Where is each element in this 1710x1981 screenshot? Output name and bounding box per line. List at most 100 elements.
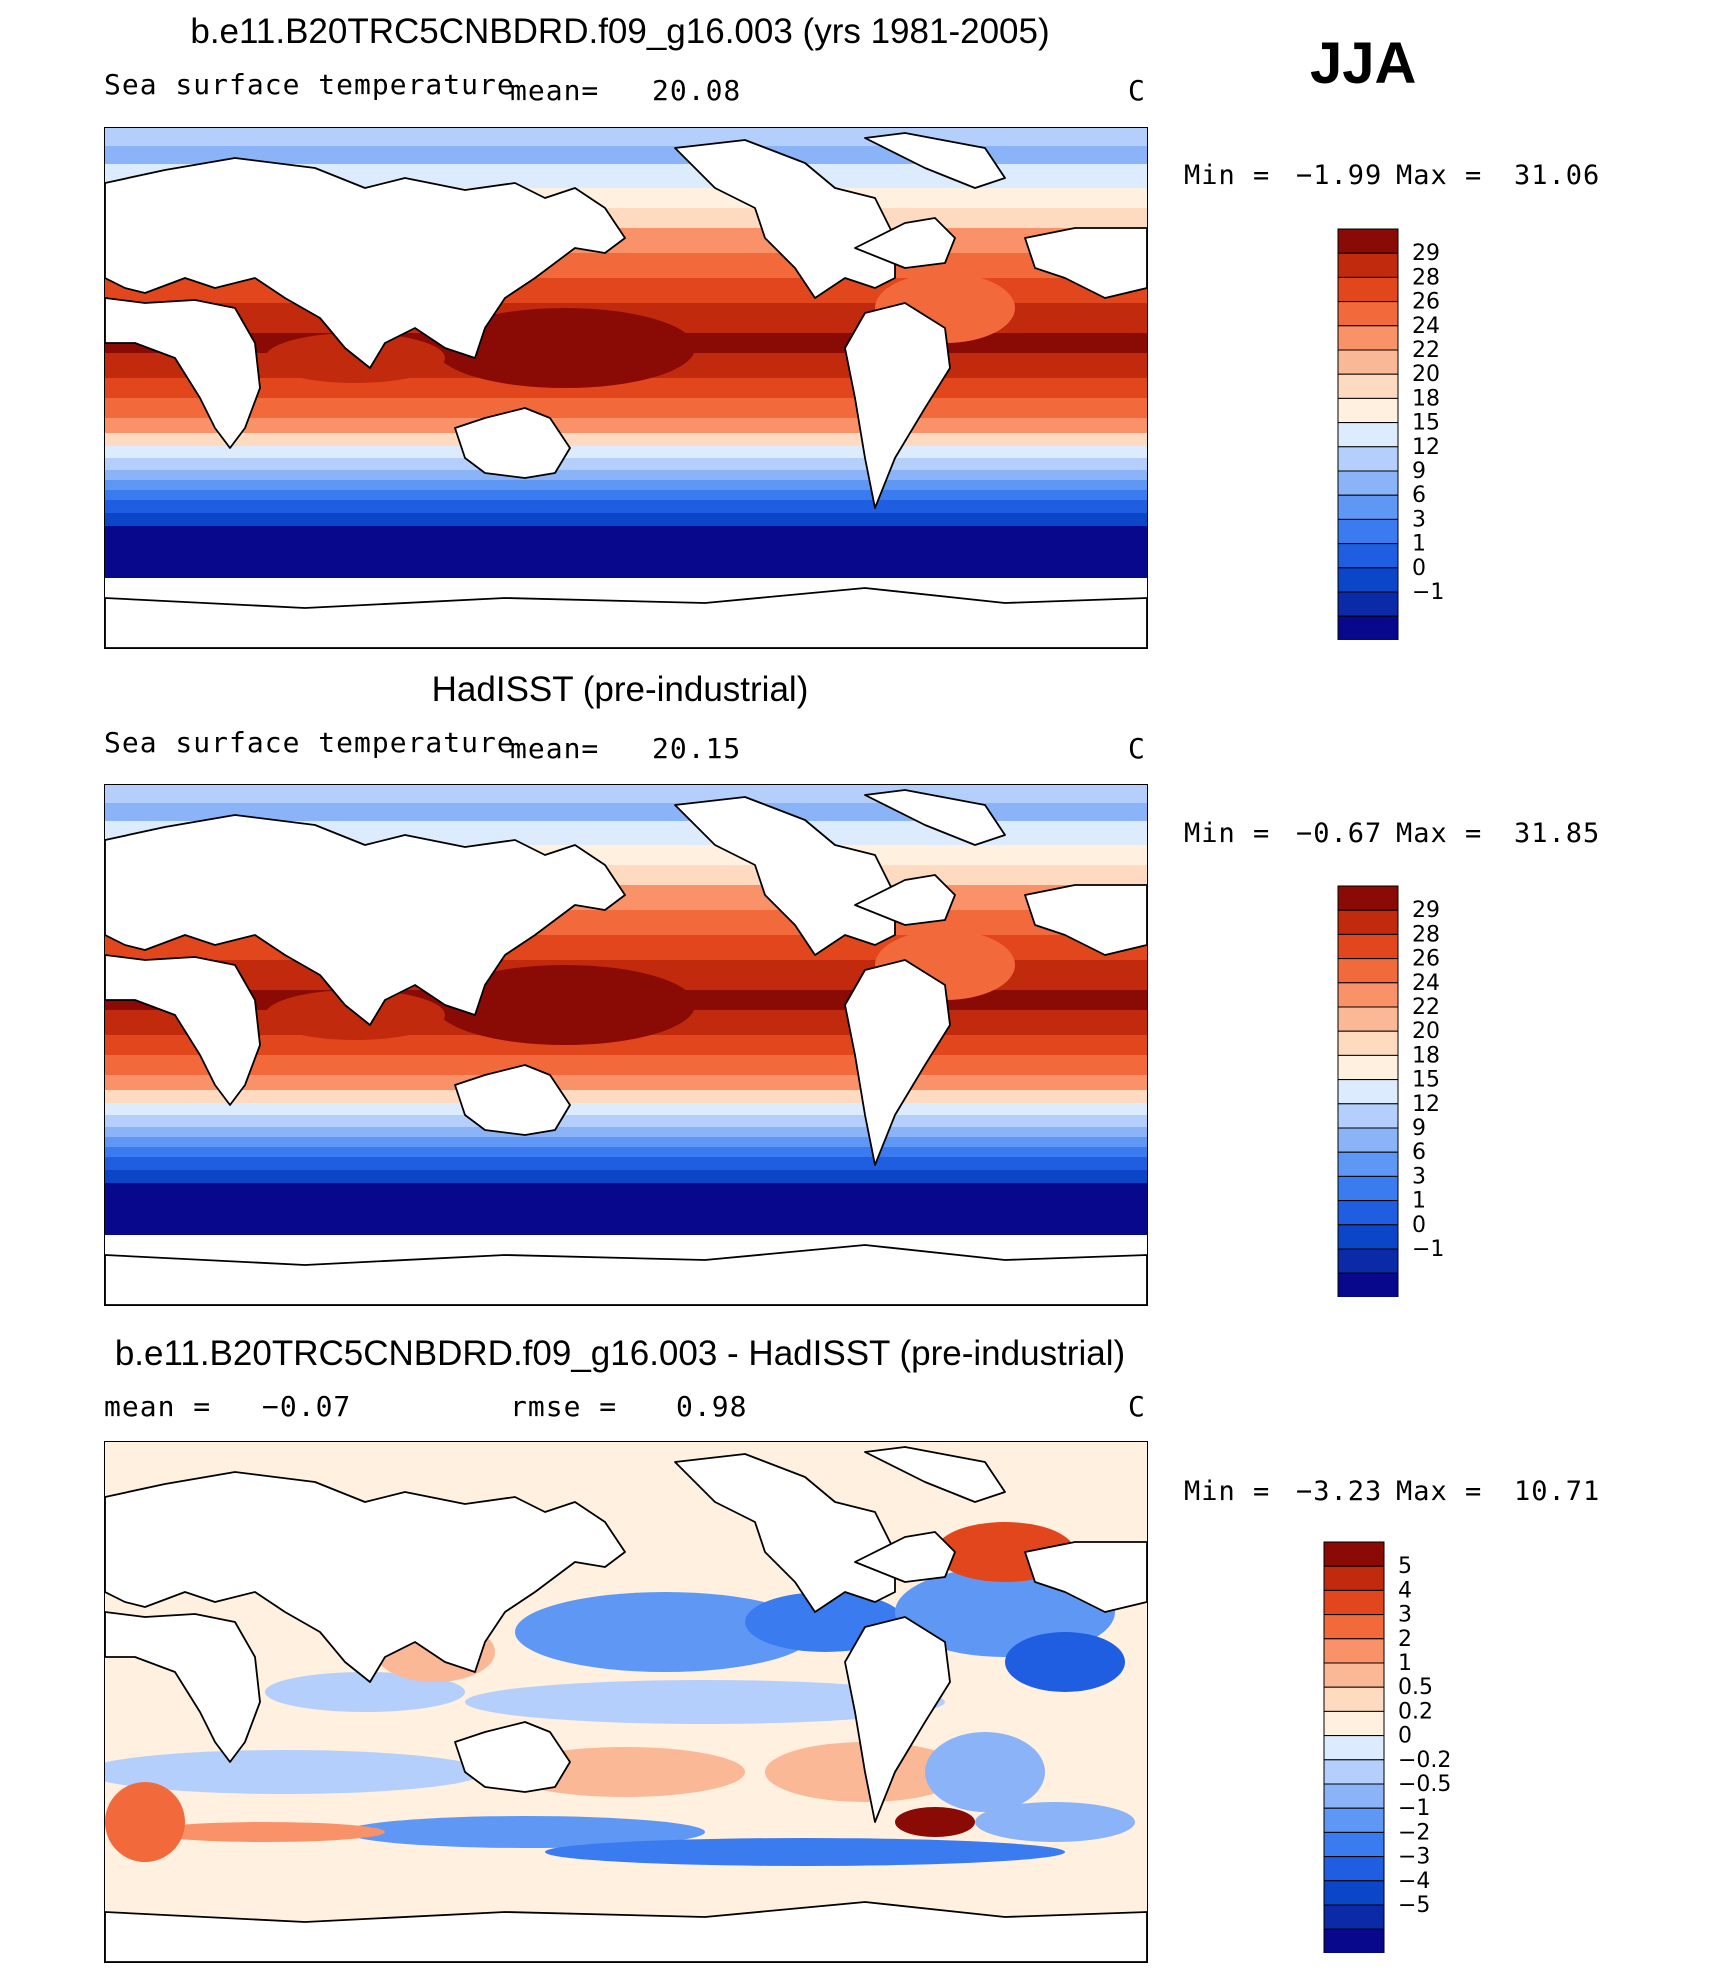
colorbar-tick-label: −0.2 bbox=[1398, 1748, 1451, 1773]
colorbar-tick-label: 1 bbox=[1398, 1651, 1412, 1676]
colorbar-tick-label: −1 bbox=[1398, 1796, 1430, 1821]
continent-outline bbox=[105, 954, 261, 1106]
colorbar-box bbox=[1323, 1807, 1385, 1833]
continent-outline bbox=[674, 796, 896, 956]
colorbar-tick-label: −2 bbox=[1398, 1820, 1430, 1845]
colorbar-box bbox=[1337, 567, 1399, 593]
colorbar-box bbox=[1323, 1638, 1385, 1664]
colorbar-tick-label: 22 bbox=[1412, 995, 1440, 1020]
temperature-band bbox=[105, 1170, 1147, 1184]
colorbar-tick-label: 9 bbox=[1412, 1116, 1426, 1141]
colorbar-tick-label: 24 bbox=[1412, 971, 1440, 996]
colorbar-box bbox=[1337, 885, 1399, 911]
continent-outline bbox=[864, 132, 1006, 189]
temperature-band bbox=[105, 458, 1147, 471]
colorbar-box bbox=[1323, 1614, 1385, 1640]
colorbar-tick-label: 3 bbox=[1412, 1164, 1426, 1189]
continent-outline bbox=[105, 1611, 261, 1763]
panel1-mean-label: mean= bbox=[510, 74, 600, 107]
difference-anomaly bbox=[515, 1592, 815, 1672]
colorbar-tick-label: 15 bbox=[1412, 411, 1440, 436]
temperature-band bbox=[105, 500, 1147, 514]
panel1-max-label: Max = bbox=[1396, 160, 1483, 191]
panel3-title: b.e11.B20TRC5CNBDRD.f09_g16.003 - HadISS… bbox=[114, 1334, 1126, 1373]
difference-anomaly bbox=[1005, 1632, 1125, 1692]
temperature-band bbox=[105, 490, 1147, 501]
panel3-max-value: 10.71 bbox=[1514, 1476, 1601, 1507]
colorbar-box bbox=[1337, 494, 1399, 520]
continent-outline bbox=[864, 1446, 1006, 1503]
temperature-band bbox=[105, 1127, 1147, 1138]
colorbar-box bbox=[1337, 325, 1399, 351]
colorbar-tick-label: −4 bbox=[1398, 1869, 1430, 1894]
colorbar-box bbox=[1323, 1662, 1385, 1688]
colorbar-tick-label: 2 bbox=[1398, 1627, 1412, 1652]
colorbar-box bbox=[1323, 1541, 1385, 1567]
panel3-mean-value: −0.07 bbox=[262, 1390, 352, 1423]
panel3-rmse-value: 0.98 bbox=[676, 1390, 748, 1423]
continent-outline bbox=[854, 1531, 956, 1583]
colorbar-box bbox=[1337, 543, 1399, 569]
continent-outline bbox=[1024, 884, 1147, 956]
colorbar-tick-label: 20 bbox=[1412, 1019, 1440, 1044]
temperature-band bbox=[105, 1055, 1147, 1076]
colorbar-tick-label: 26 bbox=[1412, 947, 1440, 972]
panel2-mean-label: mean= bbox=[510, 732, 600, 765]
difference-anomaly bbox=[105, 1750, 485, 1794]
colorbar-tick-label: 0 bbox=[1412, 1213, 1426, 1238]
continent-outline bbox=[844, 302, 951, 509]
panel2-min-value: −0.67 bbox=[1296, 818, 1383, 849]
colorbar-tick-label: 22 bbox=[1412, 338, 1440, 363]
colorbar-box bbox=[1337, 228, 1399, 254]
temperature-band bbox=[105, 1075, 1147, 1091]
continent-outline bbox=[105, 1901, 1147, 1962]
colorbar-box bbox=[1337, 1006, 1399, 1032]
colorbar-box bbox=[1323, 1735, 1385, 1761]
panel2-units: C bbox=[1128, 732, 1146, 765]
colorbar-box bbox=[1337, 422, 1399, 448]
colorbar-tick-label: 6 bbox=[1412, 1140, 1426, 1165]
colorbar-box bbox=[1323, 1686, 1385, 1712]
temperature-band bbox=[105, 433, 1147, 447]
colorbar-box bbox=[1323, 1831, 1385, 1858]
colorbar-box bbox=[1323, 1589, 1385, 1616]
colorbar-box bbox=[1337, 1200, 1399, 1226]
continent-outline bbox=[105, 587, 1147, 648]
difference-anomaly bbox=[895, 1807, 975, 1837]
difference-anomaly bbox=[345, 1816, 705, 1848]
colorbar-box bbox=[1337, 591, 1399, 617]
continent-outline bbox=[844, 1616, 951, 1823]
difference-anomaly bbox=[105, 1782, 185, 1862]
temperature-band bbox=[105, 418, 1147, 434]
panel3-colorbar: 5 4 3 2 1 0.5 0.2 0 −0.2 −0.5 −1 −2 −3 −4 −5 bbox=[1320, 1541, 1500, 1958]
continent-outline bbox=[454, 1064, 571, 1136]
panel1-min-value: −1.99 bbox=[1296, 160, 1383, 191]
colorbar-box bbox=[1323, 1710, 1385, 1737]
panel1-min-label: Min = bbox=[1184, 160, 1271, 191]
continent-outline bbox=[105, 1244, 1147, 1305]
colorbar-box bbox=[1323, 1759, 1385, 1785]
panel3-rmse-label: rmse = bbox=[510, 1390, 618, 1423]
panel1-map bbox=[104, 127, 1148, 649]
temperature-band bbox=[105, 513, 1147, 527]
continent-outline bbox=[105, 157, 626, 369]
continent-outline bbox=[674, 1453, 896, 1613]
colorbar-tick-label: 26 bbox=[1412, 290, 1440, 315]
temperature-band bbox=[105, 785, 1147, 804]
colorbar-box bbox=[1323, 1856, 1385, 1882]
panel3-units: C bbox=[1128, 1390, 1146, 1423]
colorbar-box bbox=[1337, 518, 1399, 545]
temperature-band bbox=[105, 146, 1147, 165]
colorbar-box bbox=[1337, 252, 1399, 278]
colorbar-tick-label: 24 bbox=[1412, 314, 1440, 339]
colorbar-tick-label: 29 bbox=[1412, 898, 1440, 923]
panel3-map bbox=[104, 1441, 1148, 1963]
continent-outline bbox=[454, 1721, 571, 1793]
panel2-continents bbox=[105, 789, 1147, 1305]
colorbar-box bbox=[1337, 1151, 1399, 1177]
colorbar-box bbox=[1337, 397, 1399, 424]
continent-outline bbox=[105, 1471, 626, 1683]
panel3-continents bbox=[105, 1446, 1147, 1962]
